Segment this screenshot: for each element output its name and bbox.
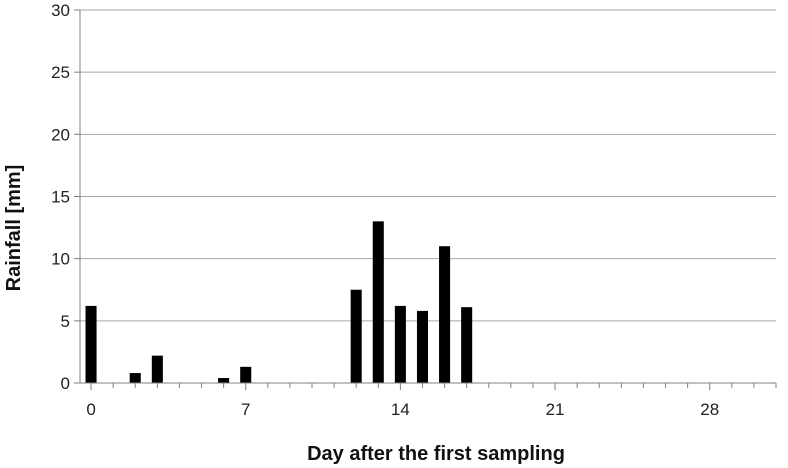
x-tick-label: 28: [700, 400, 719, 419]
x-tick-label: 0: [86, 400, 95, 419]
x-tick-label: 14: [391, 400, 410, 419]
y-tick-label: 10: [51, 250, 70, 269]
x-axis-title: Day after the first sampling: [307, 443, 565, 465]
bar: [240, 366, 252, 383]
bar: [151, 355, 163, 383]
bar: [218, 378, 230, 383]
bar: [85, 305, 97, 383]
y-tick-label: 25: [51, 63, 70, 82]
bar: [394, 305, 406, 383]
bar: [372, 221, 384, 383]
x-tick-label: 21: [546, 400, 565, 419]
bar: [129, 373, 141, 383]
axes: [74, 9, 777, 390]
x-tick-label: 7: [241, 400, 250, 419]
y-tick-label: 5: [61, 312, 70, 331]
y-tick-label: 20: [51, 125, 70, 144]
x-tick-labels: 0 7 14 21 28: [86, 400, 719, 419]
bar: [439, 246, 451, 383]
bar: [461, 307, 473, 383]
y-tick-label: 15: [51, 188, 70, 207]
y-tick-label: 0: [61, 374, 70, 393]
bar: [416, 310, 428, 383]
bar: [350, 289, 362, 383]
y-tick-labels: 0 5 10 15 20 25 30: [51, 1, 70, 393]
gridlines: [80, 9, 776, 322]
y-axis-title: Rainfall [mm]: [3, 165, 25, 292]
y-tick-label: 30: [51, 1, 70, 20]
bars: [85, 221, 473, 383]
